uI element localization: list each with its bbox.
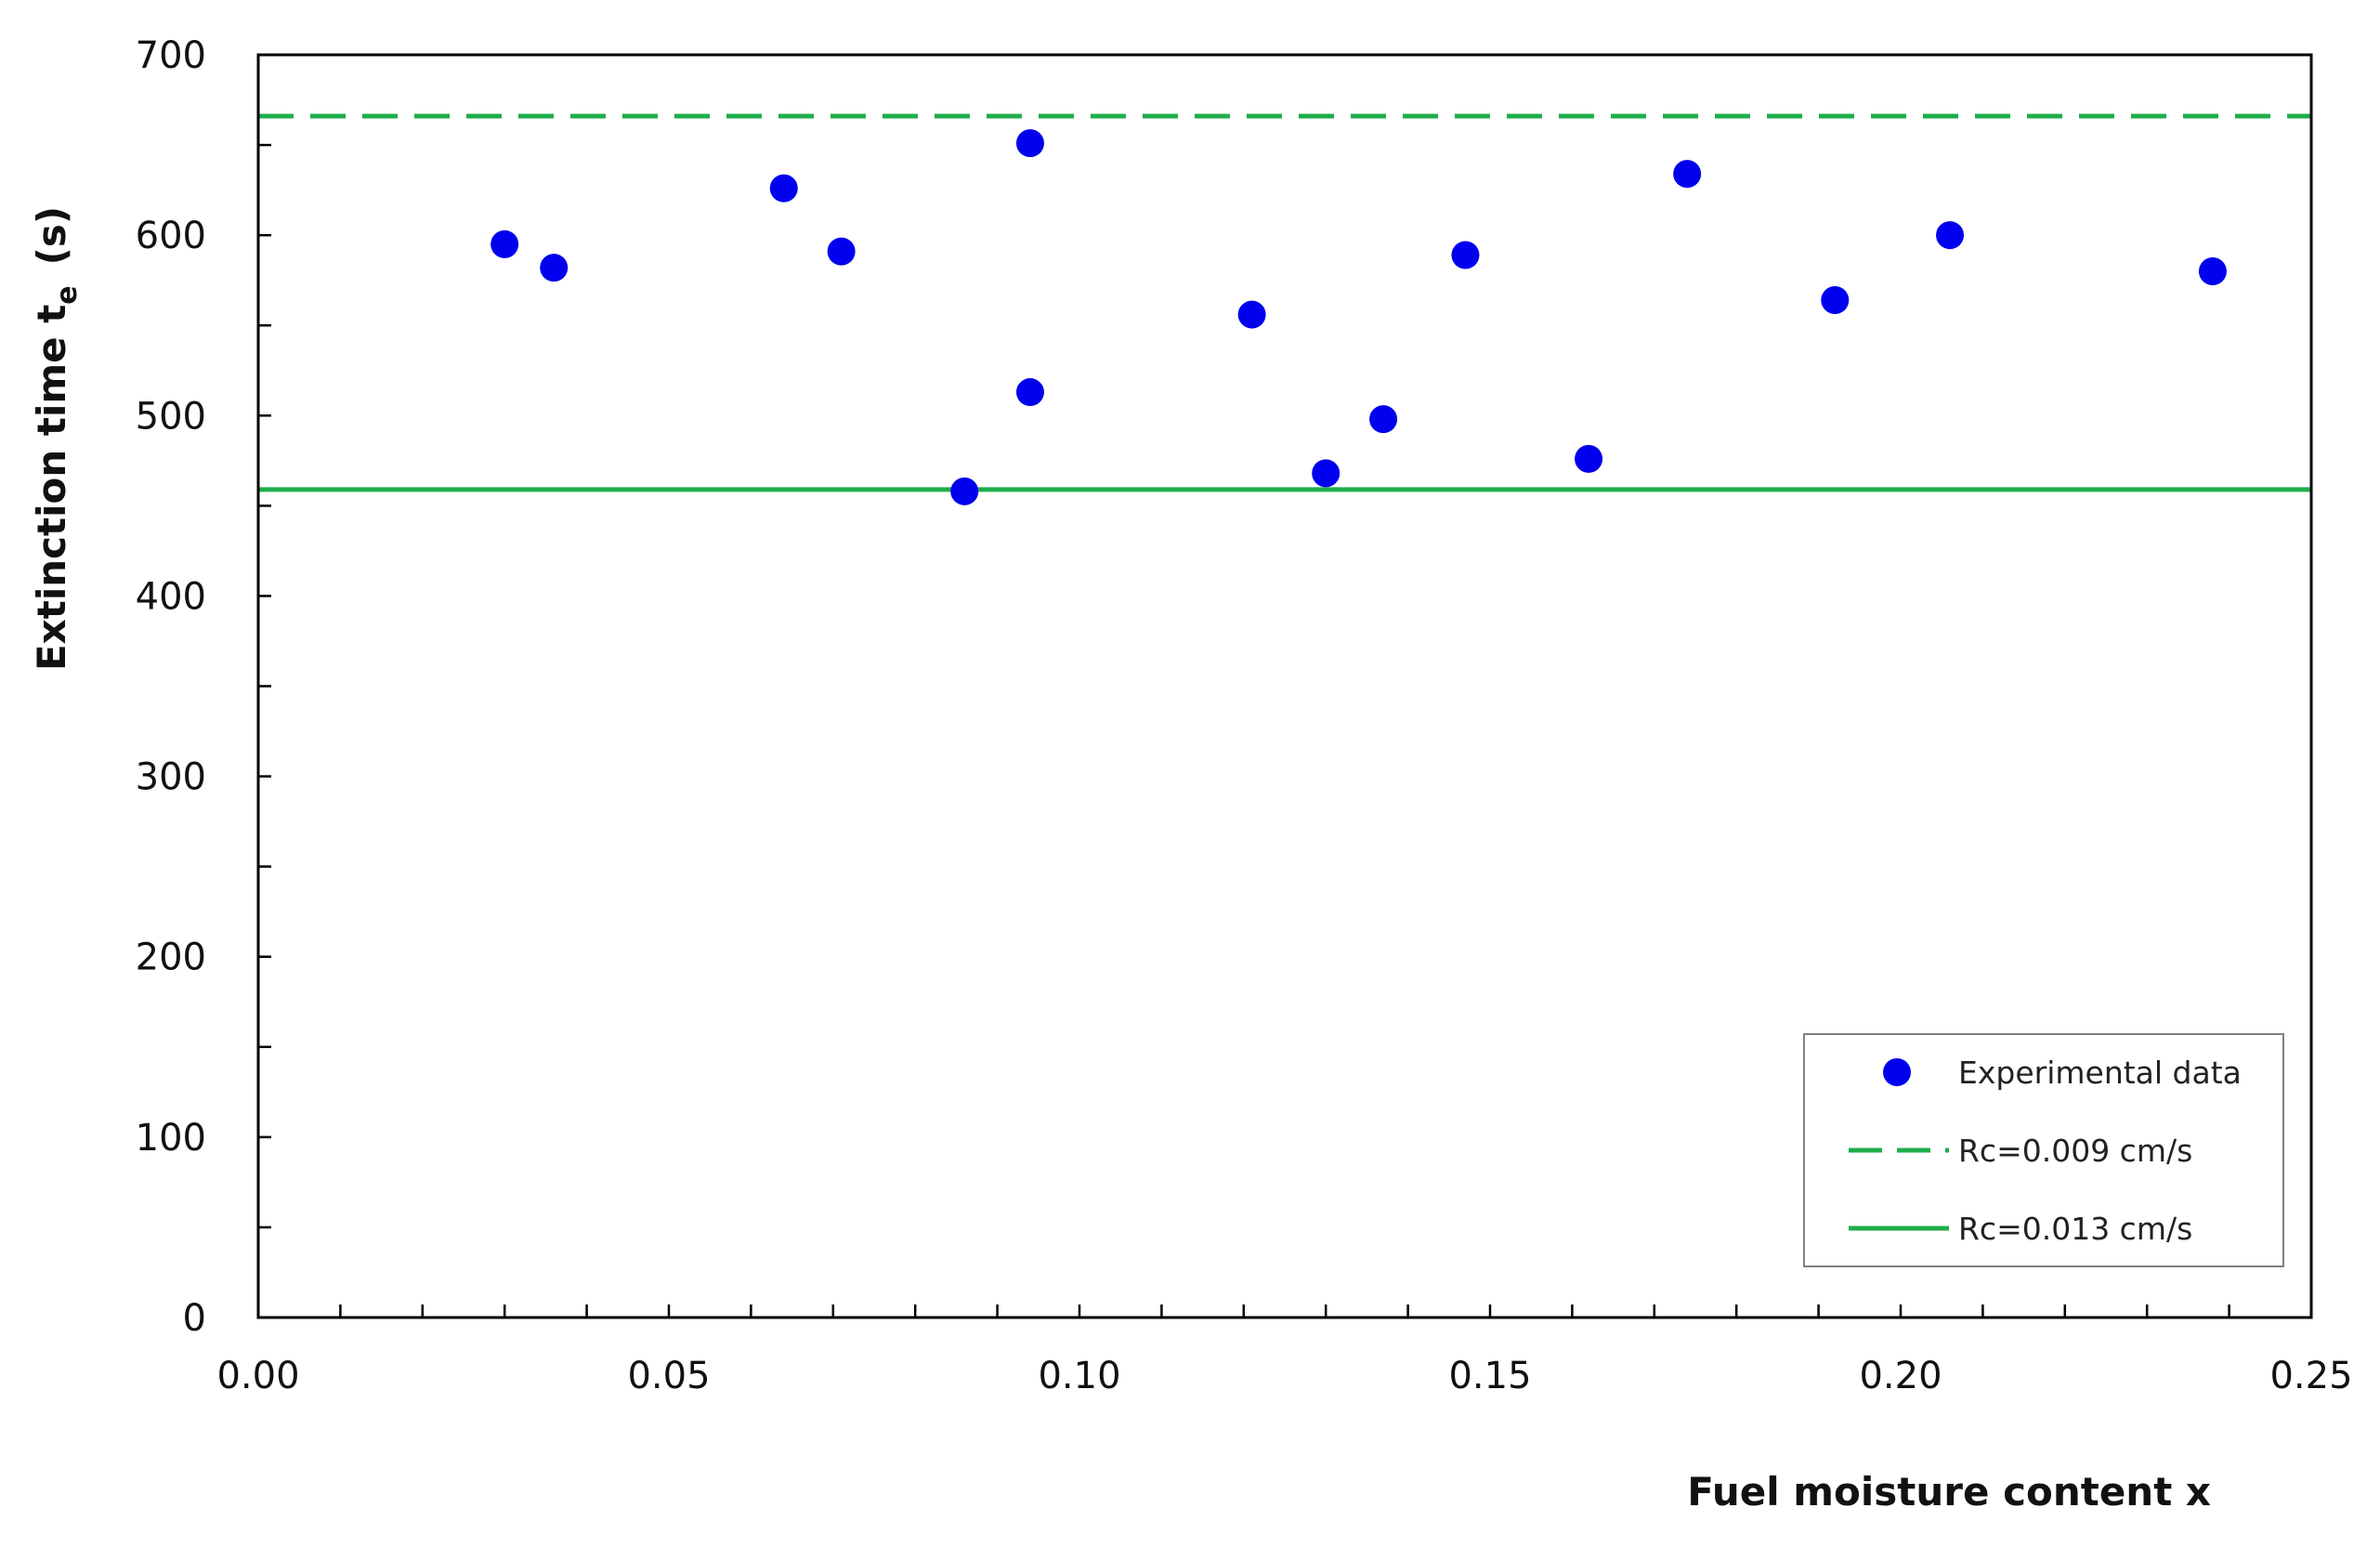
data-point (2198, 256, 2227, 285)
data-point (1821, 286, 1850, 315)
y-tick-label: 200 (136, 937, 206, 979)
data-point (769, 174, 798, 203)
minor-ticks (258, 143, 2230, 1318)
y-tick-label: 400 (136, 575, 206, 618)
data-points (490, 129, 2227, 505)
legend-label-experimental: Experimental data (1958, 1055, 2242, 1091)
y-axis-title-main: Extinction time t (29, 305, 74, 671)
plot-area-frame (256, 53, 2313, 1319)
y-tick-label: 700 (136, 34, 206, 77)
x-tick-label: 0.05 (627, 1355, 710, 1397)
data-point (1451, 241, 1480, 269)
legend: Experimental data Rc=0.009 cm/s Rc=0.013… (1803, 1033, 2284, 1267)
y-tick-label: 300 (136, 756, 206, 799)
x-tick-label: 0.00 (216, 1355, 299, 1397)
y-axis-title-subscript: e (51, 285, 84, 304)
data-point (1237, 300, 1266, 329)
x-tick-label: 0.25 (2269, 1355, 2352, 1397)
y-axis-title: Extinction time te (s) (29, 206, 84, 671)
y-axis-tick-labels: 0 100 200 300 400 500 600 700 (136, 34, 206, 1340)
data-point (1312, 459, 1340, 488)
data-point (950, 477, 979, 505)
legend-label-rc-0009: Rc=0.009 cm/s (1958, 1133, 2192, 1169)
data-point (1936, 221, 1965, 250)
x-tick-label: 0.15 (1448, 1355, 1531, 1397)
reference-lines (258, 113, 2311, 492)
y-axis-title-unit: (s) (29, 206, 74, 265)
x-axis-title: Fuel moisture content x (1687, 1469, 2211, 1514)
y-tick-label: 500 (136, 395, 206, 438)
x-axis-tick-labels: 0.00 0.05 0.10 0.15 0.20 0.25 (216, 1355, 2352, 1397)
data-point (1015, 378, 1044, 407)
legend-marker-experimental (1883, 1058, 1911, 1086)
data-point (490, 229, 519, 258)
y-tick-label: 100 (136, 1117, 206, 1160)
data-point (540, 254, 569, 282)
legend-label-rc-0013: Rc=0.013 cm/s (1958, 1211, 2192, 1247)
data-point (1673, 160, 1702, 189)
y-tick-label: 600 (136, 215, 206, 257)
y-tick-label: 0 (183, 1297, 206, 1340)
data-point (1015, 129, 1044, 158)
data-point (1575, 444, 1603, 473)
x-tick-label: 0.20 (1859, 1355, 1942, 1397)
data-point (827, 237, 856, 266)
x-tick-label: 0.10 (1038, 1355, 1120, 1397)
data-point (1369, 405, 1398, 434)
